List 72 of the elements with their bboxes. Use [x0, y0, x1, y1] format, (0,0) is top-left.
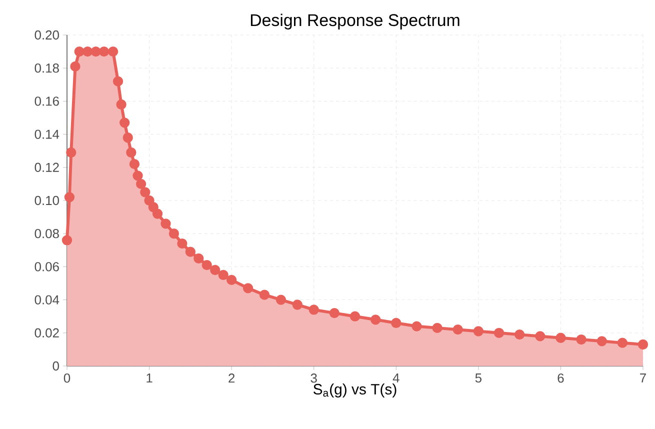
- x-axis-title: S$_{a}$(g) vs T(s): [313, 384, 396, 398]
- y-tick-label: 0.12: [34, 162, 59, 172]
- point: [152, 208, 163, 219]
- point: [432, 322, 442, 334]
- point: [242, 283, 254, 294]
- point: [210, 264, 220, 276]
- y-tick-label: 0.16: [34, 96, 59, 106]
- point: [259, 290, 270, 300]
- y-tick-label: 0.06: [34, 262, 59, 272]
- point: [82, 46, 93, 57]
- point: [120, 118, 130, 128]
- point: [535, 331, 546, 342]
- point: [370, 314, 381, 325]
- point: [140, 187, 150, 198]
- point: [226, 274, 237, 286]
- x-tick-label: 1: [146, 374, 152, 382]
- y-tick-label: 0.10: [34, 196, 59, 206]
- point: [129, 159, 140, 170]
- point: [308, 304, 319, 315]
- x-tick-label: 3: [310, 374, 317, 383]
- point: [64, 192, 75, 202]
- point: [136, 178, 146, 190]
- chart-title: Design Response Spectrum: [250, 14, 460, 30]
- point: [350, 311, 360, 322]
- point: [412, 321, 422, 332]
- x-tick-label: 6: [558, 374, 564, 383]
- point: [576, 334, 586, 345]
- point: [90, 46, 101, 57]
- y-tick-label: 0: [52, 361, 59, 371]
- point: [98, 46, 110, 57]
- y-tick-label: 0.08: [34, 229, 59, 238]
- point: [160, 218, 171, 229]
- point: [473, 326, 484, 336]
- point: [556, 332, 566, 343]
- y-tick-label: 0.20: [34, 30, 59, 40]
- point: [514, 329, 525, 340]
- point: [144, 195, 154, 206]
- y-tick-label: 0.14: [34, 130, 60, 139]
- point: [74, 46, 84, 57]
- point: [185, 246, 196, 257]
- point: [116, 99, 126, 110]
- point: [108, 46, 118, 57]
- point: [292, 300, 302, 310]
- point: [112, 76, 124, 86]
- point: [126, 147, 136, 158]
- x-tick-label: 2: [228, 374, 235, 383]
- point: [391, 318, 402, 328]
- x-tick-label: 7: [640, 374, 646, 382]
- point: [202, 260, 212, 270]
- x-tick-label: 5: [475, 374, 482, 383]
- point: [62, 235, 72, 246]
- point: [70, 61, 80, 72]
- point: [276, 294, 286, 305]
- point: [638, 339, 648, 350]
- y-tick-label: 0.04: [34, 295, 60, 304]
- point: [194, 253, 204, 264]
- point: [177, 238, 188, 249]
- point: [452, 324, 463, 335]
- y-tick-label: 0.18: [34, 64, 59, 73]
- point: [66, 147, 76, 158]
- point: [329, 308, 340, 318]
- point: [168, 228, 180, 239]
- x-tick-label: 0: [64, 374, 70, 383]
- point: [596, 336, 607, 346]
- point: [122, 132, 133, 143]
- y-tick-label: 0.02: [34, 328, 59, 338]
- point: [218, 270, 228, 280]
- point: [617, 338, 628, 348]
- point: [132, 170, 143, 181]
- point: [148, 202, 158, 212]
- x-tick-label: 4: [392, 374, 400, 382]
- point: [494, 328, 504, 338]
